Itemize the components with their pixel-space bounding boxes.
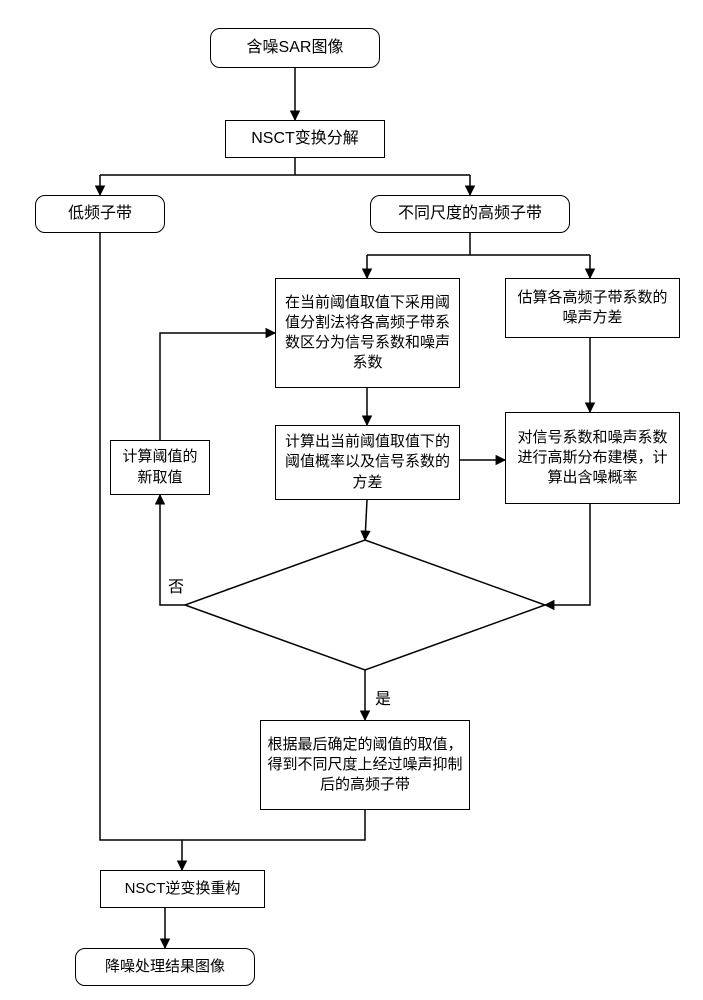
node-new-threshold: 计算阈值的新取值 [110, 440, 210, 495]
node-compute-threshold-prob: 计算出当前阈值取值下的阈值概率以及信号系数的方差 [275, 425, 460, 500]
node-low-freq-subband: 低频子带 [35, 195, 165, 233]
edge-label-no: 否 [168, 573, 184, 597]
node-decision-text: 当前阈值取值下的阈值概率和含噪概率之差的绝对值是否小于或等于概率误差阈值 [218, 567, 512, 643]
node-nsct-decompose: NSCT变换分解 [225, 120, 385, 158]
node-final-threshold: 根据最后确定的阈值的取值，得到不同尺度上经过噪声抑制后的高频子带 [260, 720, 470, 810]
node-estimate-noise-variance: 估算各高频子带系数的噪声方差 [505, 278, 680, 338]
node-nsct-inverse: NSCT逆变换重构 [100, 870, 265, 908]
node-threshold-split: 在当前阈值取值下采用阈值分割法将各高频子带系数区分为信号系数和噪声系数 [275, 278, 460, 388]
node-output-image: 降噪处理结果图像 [75, 948, 255, 986]
node-input-sar: 含噪SAR图像 [210, 28, 380, 68]
edge-label-yes: 是 [375, 685, 391, 709]
node-high-freq-subband: 不同尺度的高频子带 [370, 195, 570, 233]
node-gaussian-model: 对信号系数和噪声系数进行高斯分布建模，计算出含噪概率 [505, 412, 680, 504]
